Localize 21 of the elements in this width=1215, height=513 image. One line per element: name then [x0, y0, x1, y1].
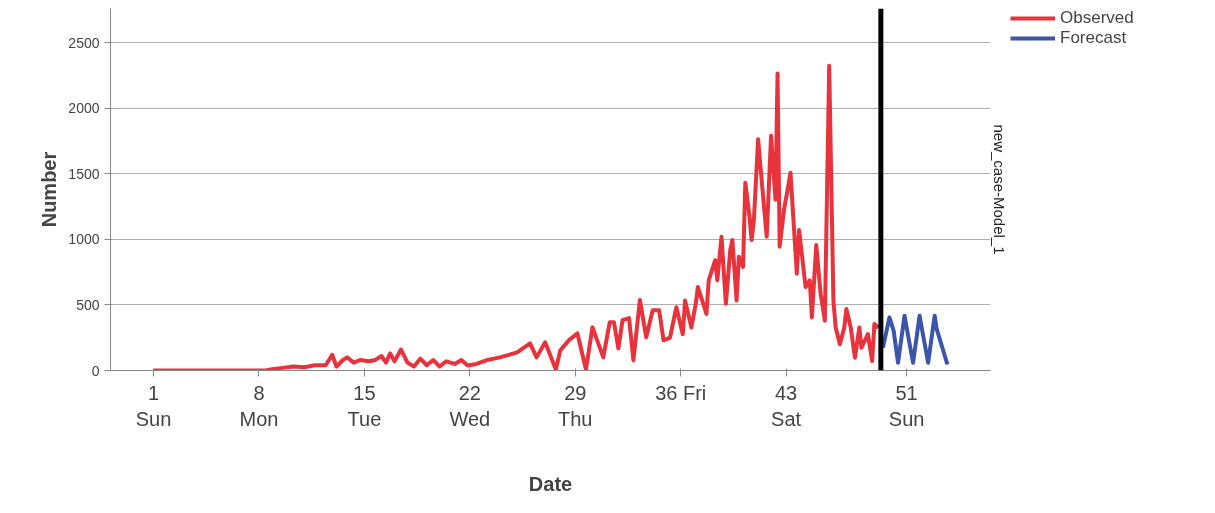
x-tick-label: 22 Wed	[449, 381, 491, 430]
x-tick-label: 36 Fri	[655, 381, 707, 404]
x-tick-label: 29 Thu	[558, 381, 593, 430]
y-axis-title: Number	[38, 151, 61, 228]
x-tick-label: 51 Sun	[888, 381, 925, 430]
annotation: new_case-Model_1	[990, 124, 1008, 255]
y-tick-label: 1000	[68, 231, 100, 248]
y-tick-label: 500	[76, 296, 100, 313]
y-tick-label: 2500	[68, 34, 100, 51]
y-tick-label: 1500	[68, 165, 100, 182]
legend-label: Observed	[1060, 8, 1134, 28]
line-series	[151, 63, 881, 371]
x-tick-label: 43 Sat	[771, 381, 802, 430]
x-tick-label: 1 Sun	[135, 381, 172, 430]
legend-label: Forecast	[1060, 28, 1127, 48]
line-series	[880, 313, 950, 367]
x-axis-title: Date	[528, 472, 573, 495]
y-tick-label: 2000	[68, 100, 100, 117]
x-tick-label: 8 Mon	[239, 381, 279, 430]
y-tick-label: 0	[91, 362, 100, 379]
x-tick-label: 15 Tue	[347, 381, 382, 430]
